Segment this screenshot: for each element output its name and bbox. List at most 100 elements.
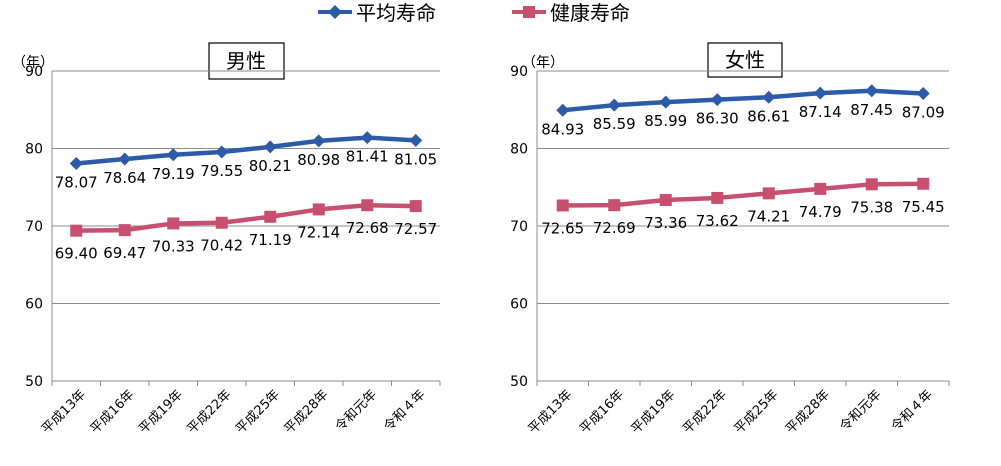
data-point [865, 178, 878, 191]
x-tick-label: 平成28年 [783, 387, 833, 437]
data-point [70, 224, 83, 237]
data-label: 74.79 [799, 203, 842, 221]
data-label: 81.05 [394, 150, 437, 168]
data-point [813, 86, 827, 100]
y-tick-label: 80 [510, 142, 528, 158]
x-tick-label: 平成16年 [88, 387, 138, 437]
legend: 平均寿命 健康寿命 [318, 1, 630, 25]
chart-title-frame [208, 42, 285, 80]
data-point [917, 177, 930, 190]
legend-item-average: 平均寿命 [318, 1, 436, 25]
data-point [409, 200, 422, 213]
data-point [711, 191, 724, 204]
y-unit-label: （年） [12, 55, 54, 71]
data-point [916, 87, 930, 101]
chart-title-box-female: 女性 [707, 42, 783, 78]
data-label: 79.19 [152, 165, 195, 183]
data-label: 74.21 [747, 207, 790, 225]
data-point [762, 187, 775, 200]
data-label: 72.65 [541, 219, 584, 237]
data-point [659, 193, 672, 206]
data-label: 73.62 [696, 212, 739, 230]
data-point [409, 133, 423, 147]
legend-item-healthy: 健康寿命 [512, 1, 630, 25]
data-label: 80.21 [249, 157, 292, 175]
data-point [263, 140, 277, 154]
data-label: 72.57 [394, 220, 437, 238]
x-tick-label: 平成16年 [577, 387, 627, 437]
data-point [608, 199, 621, 212]
y-tick-label: 80 [25, 142, 43, 158]
y-tick-label: 50 [25, 374, 43, 390]
chart-title: 女性 [725, 48, 765, 72]
data-label: 78.64 [103, 169, 146, 187]
legend-label-healthy: 健康寿命 [550, 1, 630, 25]
x-tick-label: 令和元年 [837, 387, 884, 434]
x-tick-label: 平成28年 [282, 387, 332, 437]
y-tick-label: 60 [510, 297, 528, 313]
data-point [360, 131, 374, 145]
chart-title-box-male: 男性 [208, 42, 285, 80]
data-label: 81.41 [346, 148, 389, 166]
y-tick-label: 60 [25, 297, 43, 313]
data-point [607, 98, 621, 112]
x-tick-label: 平成25年 [732, 387, 782, 437]
data-label: 70.33 [152, 237, 195, 255]
data-label: 79.55 [200, 162, 243, 180]
x-tick-label: 令和元年 [333, 387, 380, 434]
y-tick-label: 90 [25, 64, 43, 80]
x-tick-label: 平成13年 [526, 387, 576, 437]
data-point [118, 152, 132, 166]
legend-label-average: 平均寿命 [356, 1, 436, 25]
y-tick-label: 90 [510, 64, 528, 80]
y-tick-label: 50 [510, 374, 528, 390]
chart-panel-male: 男性 （年） 50 60 70 80 90 平成13年平成16年平成19年平成22年平成2… [12, 42, 441, 437]
series-line [76, 202, 416, 233]
data-point [264, 210, 277, 223]
data-point [865, 84, 879, 98]
data-point [556, 103, 570, 117]
data-label: 87.45 [850, 101, 893, 119]
legend-marker-healthy [523, 6, 535, 18]
data-point [118, 224, 131, 237]
data-label: 72.14 [297, 223, 340, 241]
data-point [814, 182, 827, 195]
data-label: 86.30 [696, 110, 739, 128]
legend-marker-average [328, 5, 342, 19]
chart-title: 男性 [226, 49, 266, 73]
series-line [562, 88, 924, 113]
data-label: 87.09 [902, 104, 945, 122]
data-label: 84.93 [541, 120, 584, 138]
data-point [659, 95, 673, 109]
data-label: 85.99 [644, 112, 687, 130]
x-tick-label: 平成19年 [136, 387, 186, 437]
data-label: 75.38 [850, 198, 893, 216]
data-point [312, 134, 326, 148]
x-tick-label: 令和４年 [889, 387, 936, 434]
data-point [710, 93, 724, 107]
x-tick-label: 平成19年 [629, 387, 679, 437]
x-tick-label: 令和４年 [381, 387, 428, 434]
series-line [76, 135, 416, 166]
data-point [166, 148, 180, 162]
data-label: 80.98 [297, 151, 340, 169]
x-tick-label: 平成13年 [39, 387, 89, 437]
x-tick-label: 平成25年 [233, 387, 283, 437]
y-tick-label: 70 [510, 219, 528, 235]
series-line [562, 181, 924, 208]
data-label: 78.07 [55, 173, 98, 191]
data-label: 73.36 [644, 214, 687, 232]
data-point [69, 156, 83, 170]
data-label: 71.19 [249, 231, 292, 249]
data-label: 86.61 [747, 107, 790, 125]
data-point [556, 199, 569, 212]
data-label: 75.45 [902, 198, 945, 216]
data-point [361, 199, 374, 212]
x-tick-label: 平成22年 [185, 387, 235, 437]
data-label: 72.68 [346, 219, 389, 237]
data-point [215, 145, 229, 159]
data-point [312, 203, 325, 216]
